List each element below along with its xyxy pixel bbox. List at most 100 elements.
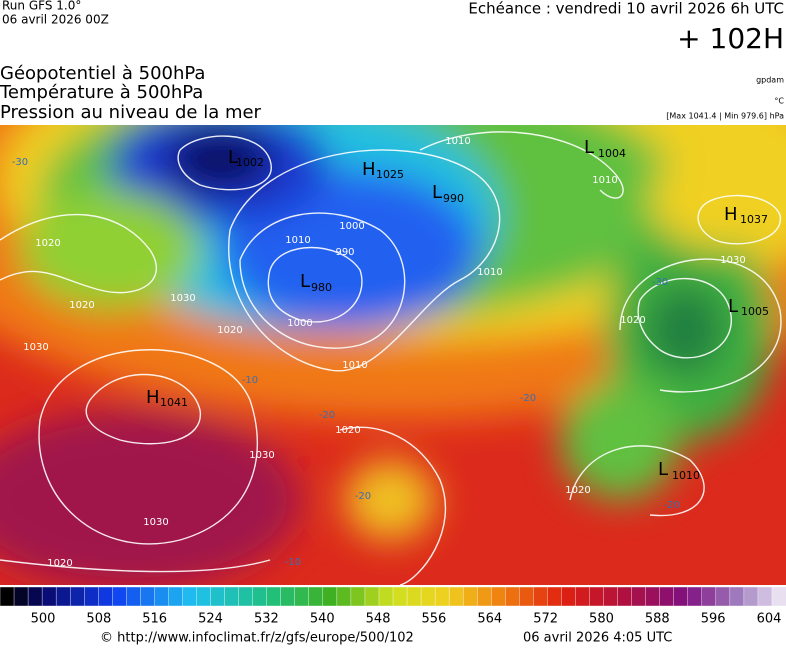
colorbar-box <box>547 586 562 607</box>
colorbar-tick-label: 516 <box>142 612 167 627</box>
colorbar-box <box>0 586 15 607</box>
colorbar-box <box>364 586 380 607</box>
colorbar-tick-label: 556 <box>422 612 447 627</box>
colorbar-box <box>350 586 366 607</box>
title: Géopotentiel à 500hPa <box>0 63 205 84</box>
colorbar-box <box>406 586 422 607</box>
colorbar-box <box>322 586 338 607</box>
center-value: 1037 <box>740 213 768 226</box>
colorbar-box <box>112 586 127 607</box>
colorbar-tick-label: 564 <box>477 612 502 627</box>
center-symbol: L <box>432 182 442 203</box>
colorbar-box <box>561 586 576 607</box>
title: Pression au niveau de la mer <box>0 102 262 123</box>
colorbar-box <box>687 586 703 607</box>
colorbar-box <box>673 586 689 607</box>
center-value: 1010 <box>672 469 700 482</box>
colorbar-tick-label: 596 <box>701 612 726 627</box>
colorbar-box <box>701 586 717 607</box>
colorbar-box <box>434 586 450 607</box>
colorbar-box <box>533 586 548 607</box>
center-symbol: L <box>658 459 668 480</box>
colorbar-box <box>294 586 310 607</box>
colorbar-box <box>210 586 226 607</box>
colorbar-box <box>575 586 591 607</box>
isobar-label: 1030 <box>143 517 168 528</box>
center-value: 1025 <box>376 168 404 181</box>
colorbar-box <box>715 586 731 607</box>
colorbar-box <box>743 586 759 607</box>
colorbar-ticks: 500 508 516 524 532 540 548 556 564 572 580 588 596 6… <box>31 612 782 627</box>
run-date: 06 avril 2026 00Z <box>2 13 109 27</box>
run: Run GFS 1.0° <box>2 0 81 13</box>
colorbar-box <box>771 586 786 607</box>
center-symbol: H <box>146 387 160 408</box>
isobar-label: 1030 <box>23 342 48 353</box>
colorbar-box <box>41 586 57 607</box>
colorbar-box <box>659 586 675 607</box>
isobar-label: 1020 <box>69 300 94 311</box>
colorbar-tick-label: 524 <box>198 612 223 627</box>
colorbar-box <box>617 586 633 607</box>
colorbar-box <box>238 586 254 607</box>
temperature-label: -30 <box>652 277 668 288</box>
colorbar-box <box>729 586 745 607</box>
colorbar-box <box>13 586 29 607</box>
isobar-label: 1010 <box>445 136 470 147</box>
pressure-range: [Max 1041.4 | Min 979.6] hPa <box>666 112 784 121</box>
colorbar-box <box>69 586 85 607</box>
center-symbol: L <box>584 137 594 158</box>
isobar-label: 1000 <box>339 221 364 232</box>
isobar-label: 1020 <box>565 485 590 496</box>
colorbar-box <box>603 586 619 607</box>
isobar-label: 1020 <box>217 325 242 336</box>
lead-time: + 102H <box>677 22 784 55</box>
isobar-label: 1010 <box>342 360 367 371</box>
colorbar-box <box>505 586 520 607</box>
isobar-labels: 1010 1010 1020 1000 990 1010 1000 1010 1… <box>23 136 745 569</box>
colorbar-tick-label: 548 <box>366 612 391 627</box>
temperature-label: -20 <box>355 491 371 502</box>
colorbar <box>0 586 786 607</box>
isobar-label: 1030 <box>720 255 745 266</box>
colorbar-box <box>182 586 197 607</box>
colorbar-tick-label: 532 <box>254 612 279 627</box>
colorbar-box <box>280 586 296 607</box>
title: Température à 500hPa <box>0 82 203 103</box>
colorbar-tick-label: 508 <box>86 612 111 627</box>
colorbar-box <box>140 586 155 607</box>
colorbar-box <box>336 586 352 607</box>
footer-timestamp: 06 avril 2026 4:05 UTC <box>523 631 672 646</box>
colorbar-box <box>462 586 478 607</box>
colorbar-tick-label: 500 <box>31 612 56 627</box>
temperature-label: -20 <box>664 500 680 511</box>
isobar-label: 1030 <box>249 450 274 461</box>
isobar-label: 1010 <box>592 175 617 186</box>
echeance: Echéance : vendredi 10 avril 2026 6h UTC <box>468 0 784 18</box>
colorbar-box <box>757 586 773 607</box>
colorbar-box <box>308 586 324 607</box>
center-symbol: L <box>300 271 310 292</box>
isobar-label: 1020 <box>47 558 72 569</box>
center-symbol: H <box>362 159 376 180</box>
center-symbol: L <box>228 147 238 168</box>
colorbar-box <box>154 586 169 607</box>
pressure-centers: L 1002 H 1025 L 990 L 980 L 1004 H 1037 … <box>146 137 769 482</box>
footer-url: © http://www.infoclimat.fr/z/gfs/europe/… <box>100 631 414 646</box>
colorbar-box <box>420 586 436 607</box>
colorbar-box <box>631 586 647 607</box>
colorbar-box <box>448 586 464 607</box>
center-value: 980 <box>311 281 332 294</box>
colorbar-box <box>519 586 534 607</box>
colorbar-box <box>27 586 43 607</box>
header: Run GFS 1.0° 06 avril 2026 00Z Echéance … <box>0 0 784 123</box>
temperature-label: -30 <box>12 157 28 168</box>
colorbar-box <box>477 586 492 607</box>
temperature-label: -20 <box>520 393 536 404</box>
isobar-label: 1020 <box>35 238 60 249</box>
colorbar-box <box>98 586 113 607</box>
center-symbol: L <box>728 296 738 317</box>
center-value: 1002 <box>236 156 264 169</box>
colorbar-box <box>252 586 268 607</box>
